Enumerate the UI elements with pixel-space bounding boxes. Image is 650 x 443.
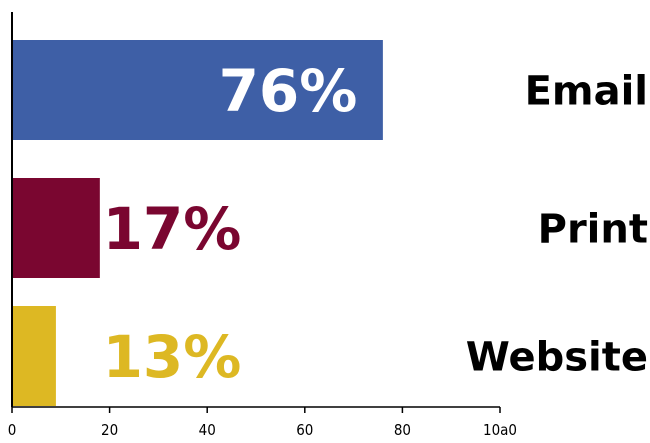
- bar-email: [12, 40, 383, 140]
- bar-print: [12, 178, 100, 278]
- category-label-print: Print: [538, 206, 648, 252]
- data-label-print: 17%: [103, 195, 242, 263]
- value-labels-layer: 76% 17% 13%: [103, 57, 358, 391]
- x-tick-label: 60: [296, 421, 313, 439]
- bars-layer: [12, 40, 383, 406]
- data-label-email: 76%: [219, 57, 358, 125]
- x-axis-ticks: 0 20 40 60 80 10a0: [8, 407, 517, 439]
- x-tick-label: 20: [101, 421, 118, 439]
- category-label-email: Email: [525, 68, 648, 114]
- data-label-website: 13%: [103, 323, 242, 391]
- x-tick-label: 0: [8, 421, 17, 439]
- category-label-website: Website: [466, 334, 648, 380]
- category-labels-layer: Email Print Website: [466, 68, 648, 380]
- x-tick-label: 40: [199, 421, 216, 439]
- x-tick-label: 10a0: [483, 421, 517, 439]
- bar-website: [12, 306, 56, 406]
- x-tick-label: 80: [394, 421, 411, 439]
